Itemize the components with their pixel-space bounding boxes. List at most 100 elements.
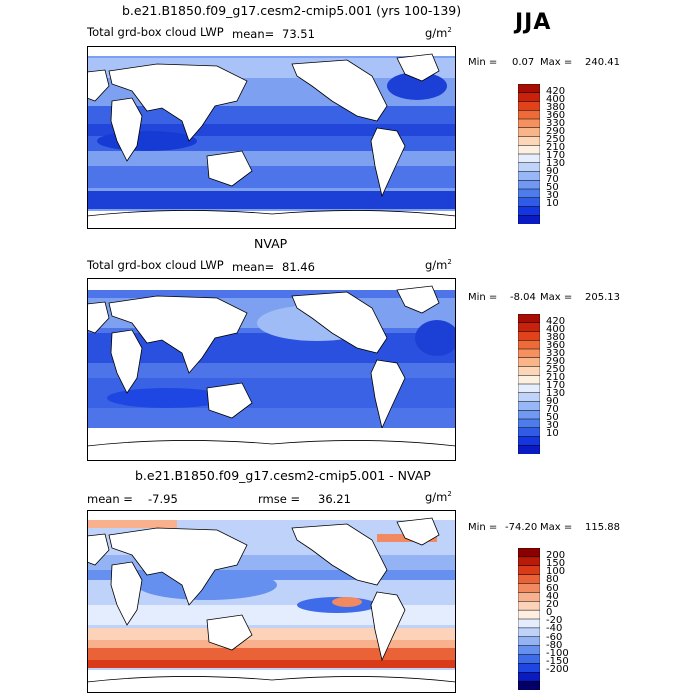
panel1-colorbar <box>518 84 540 224</box>
panel1-mean-value: 73.51 <box>282 27 315 41</box>
panel3-min-value: -74.20 <box>505 522 538 533</box>
panel1-title: b.e21.B1850.f09_g17.cesm2-cmip5.001 (yrs… <box>122 3 462 18</box>
cb2-label-10: 90 <box>546 396 559 407</box>
panel3-min-label: Min = <box>468 522 498 533</box>
cb2-label-2: 380 <box>546 332 566 343</box>
cb2-label-11: 70 <box>546 404 559 415</box>
cb3-label-3: 80 <box>546 574 559 585</box>
panel2-max-value: 205.13 <box>585 292 620 303</box>
panel3-colorbar <box>518 548 540 690</box>
cb3-swatch <box>518 592 540 602</box>
panel1-units-sup: 2 <box>447 26 452 35</box>
cb1-swatch <box>518 197 540 208</box>
cb1-label-0: 420 <box>546 86 566 97</box>
panel3-mean-value: -7.95 <box>148 492 178 506</box>
panel3-rmse-label: rmse = <box>258 492 301 506</box>
cb1-label-13: 30 <box>546 190 559 201</box>
panel1-map <box>87 46 456 229</box>
panel3-max-value: 115.88 <box>585 522 620 533</box>
cb3-swatch <box>518 636 540 647</box>
cb3-swatch <box>518 548 540 558</box>
cb3-swatch <box>518 672 540 682</box>
panel2-map <box>87 278 456 461</box>
panel1-units: g/m2 <box>425 26 452 40</box>
cb2-swatch <box>518 366 540 376</box>
cb3-label-9: -40 <box>546 623 563 634</box>
cb3-swatch <box>518 654 540 664</box>
panel2-min-value: -8.04 <box>510 292 536 303</box>
panel2-mean-label: mean= <box>232 260 275 274</box>
panel1-min-label: Min = <box>468 57 498 68</box>
panel1-colorbar-svg <box>518 84 540 224</box>
cb2-label-13: 30 <box>546 420 559 431</box>
cb3-swatch <box>518 680 540 690</box>
cb3-swatch <box>518 645 540 656</box>
panel2-units: g/m2 <box>425 258 452 272</box>
cb1-swatch <box>518 101 540 111</box>
cb2-label-4: 330 <box>546 348 566 359</box>
cb2-label-6: 250 <box>546 364 566 375</box>
cb2-label-8: 170 <box>546 380 566 391</box>
panel1-min-value: 0.07 <box>512 57 535 68</box>
cb1-swatch <box>518 118 540 129</box>
cb1-label-4: 330 <box>546 118 566 129</box>
cb2-swatch <box>518 401 540 411</box>
cb3-label-6: 20 <box>546 599 559 610</box>
cb3-label-1: 150 <box>546 558 566 569</box>
cb2-swatch <box>518 375 540 385</box>
cb3-label-7: 0 <box>546 607 553 618</box>
cb2-label-3: 360 <box>546 340 566 351</box>
cb1-swatch <box>518 92 540 103</box>
cb3-swatch <box>518 574 540 585</box>
cb1-label-6: 250 <box>546 134 566 145</box>
cb1-swatch <box>518 171 540 181</box>
cb3-swatch <box>518 627 540 638</box>
cb1-label-3: 360 <box>546 110 566 121</box>
cb2-swatch <box>518 322 540 333</box>
cb1-swatch <box>518 110 540 120</box>
cb2-label-5: 290 <box>546 356 566 367</box>
panel3-units-text: g/m <box>425 490 448 504</box>
cb2-swatch <box>518 383 540 394</box>
cb1-swatch <box>518 206 540 216</box>
cb1-label-12: 50 <box>546 182 559 193</box>
cb3-label-4: 60 <box>546 583 559 594</box>
panel3-colorbar-svg <box>518 548 540 690</box>
cb1-swatch <box>518 136 540 146</box>
cb3-swatch <box>518 618 540 629</box>
cb2-swatch <box>518 340 540 350</box>
panel2-title: NVAP <box>254 236 288 251</box>
cb2-swatch <box>518 445 540 454</box>
cb3-label-12: -100 <box>546 648 569 659</box>
cb2-swatch <box>518 427 540 438</box>
cb1-swatch <box>518 180 540 190</box>
panel3-mean-label: mean = <box>87 492 133 506</box>
panel1-left-label: Total grd-box cloud LWP <box>87 25 224 39</box>
panel1-max-label: Max = <box>540 57 573 68</box>
cb1-swatch <box>518 215 540 224</box>
cb1-label-7: 210 <box>546 142 566 153</box>
cb1-label-11: 70 <box>546 174 559 185</box>
cb3-label-5: 40 <box>546 591 559 602</box>
cb3-label-8: -20 <box>546 615 563 626</box>
cb1-label-14: 10 <box>546 198 559 209</box>
cb1-swatch <box>518 188 540 199</box>
panel3-map <box>87 510 456 693</box>
cb1-label-1: 400 <box>546 94 566 105</box>
panel1-map-svg <box>87 46 456 229</box>
panel3-map-svg <box>87 510 456 693</box>
panel3-title: b.e21.B1850.f09_g17.cesm2-cmip5.001 - NV… <box>135 468 431 483</box>
cb2-label-1: 400 <box>546 324 566 335</box>
season-label: JJA <box>515 10 552 35</box>
cb2-label-12: 50 <box>546 412 559 423</box>
cb3-swatch <box>518 601 540 611</box>
cb1-swatch <box>518 162 540 173</box>
cb1-label-10: 90 <box>546 166 559 177</box>
cb2-swatch <box>518 314 540 324</box>
cb3-swatch <box>518 565 540 576</box>
cb2-swatch <box>518 392 540 403</box>
cb3-swatch <box>518 583 540 593</box>
cb2-swatch <box>518 410 540 420</box>
cb1-label-8: 170 <box>546 150 566 161</box>
cb3-label-13: -150 <box>546 656 569 667</box>
